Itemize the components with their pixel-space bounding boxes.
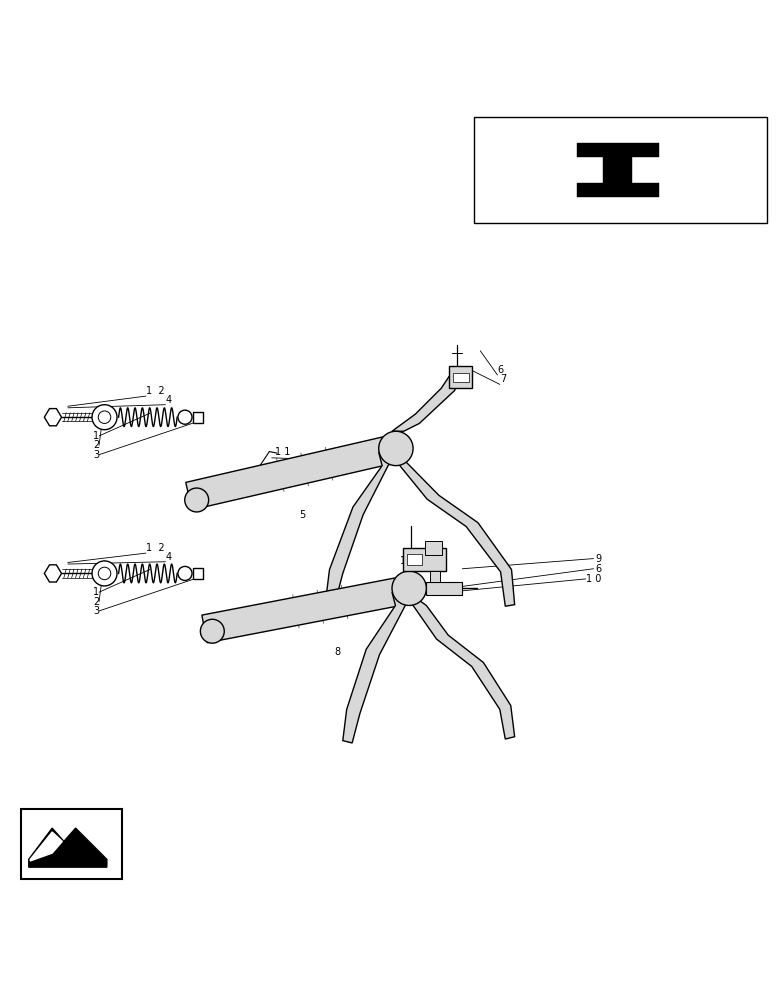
Bar [193, 568, 203, 579]
Polygon shape [45, 565, 61, 582]
Polygon shape [186, 436, 395, 510]
Bar [474, 117, 767, 223]
Circle shape [92, 405, 117, 430]
Text: 2: 2 [93, 597, 99, 607]
Bar [603, 157, 632, 183]
Text: 1  2: 1 2 [146, 543, 165, 553]
Polygon shape [392, 377, 460, 431]
Text: 1 1: 1 1 [400, 556, 416, 566]
Polygon shape [413, 597, 514, 739]
Bar [403, 548, 446, 571]
Circle shape [98, 411, 111, 423]
Bar [21, 809, 122, 879]
Text: 5: 5 [299, 510, 305, 520]
Text: 6: 6 [498, 365, 503, 375]
Text: 2: 2 [93, 440, 99, 450]
Bar [449, 366, 473, 388]
Polygon shape [343, 592, 413, 743]
Text: 1: 1 [93, 431, 99, 441]
Circle shape [98, 567, 111, 580]
Text: 1 1: 1 1 [275, 447, 290, 457]
Polygon shape [31, 832, 62, 861]
Circle shape [178, 410, 192, 424]
Bar [453, 373, 469, 382]
Polygon shape [29, 828, 107, 867]
Polygon shape [426, 582, 462, 595]
Bar [576, 143, 659, 157]
Circle shape [379, 431, 413, 466]
Bar [576, 183, 659, 197]
Bar [407, 554, 423, 565]
Text: 7: 7 [500, 374, 506, 384]
Text: 3: 3 [93, 450, 99, 460]
Circle shape [185, 488, 209, 512]
Text: 8: 8 [334, 647, 340, 657]
Text: 6: 6 [595, 564, 601, 574]
Polygon shape [45, 409, 61, 426]
Polygon shape [325, 452, 396, 603]
Text: 4: 4 [165, 395, 172, 405]
Bar [193, 412, 203, 423]
Text: 1  2: 1 2 [146, 386, 165, 396]
Circle shape [392, 571, 426, 605]
Text: 9: 9 [595, 554, 601, 564]
Polygon shape [400, 457, 514, 606]
Circle shape [178, 566, 192, 580]
Text: 4: 4 [165, 552, 172, 562]
Bar [425, 541, 442, 555]
Circle shape [92, 561, 117, 586]
Circle shape [201, 619, 224, 643]
Text: 1: 1 [93, 587, 99, 597]
Polygon shape [201, 576, 410, 643]
Bar [430, 571, 440, 582]
Text: 1 0: 1 0 [586, 574, 601, 584]
Text: 3: 3 [93, 606, 99, 616]
